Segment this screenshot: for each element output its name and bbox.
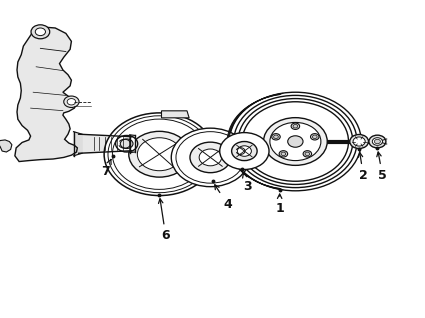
- Circle shape: [288, 136, 303, 147]
- Polygon shape: [0, 140, 12, 152]
- Circle shape: [270, 122, 321, 161]
- Circle shape: [237, 146, 251, 156]
- Text: 1: 1: [275, 194, 284, 215]
- Circle shape: [353, 137, 365, 146]
- Circle shape: [137, 138, 181, 171]
- Circle shape: [116, 135, 138, 152]
- Circle shape: [67, 99, 76, 105]
- Circle shape: [234, 95, 357, 188]
- Circle shape: [230, 92, 361, 191]
- Polygon shape: [162, 111, 189, 118]
- Circle shape: [220, 133, 269, 169]
- Circle shape: [274, 135, 278, 139]
- Polygon shape: [15, 27, 77, 162]
- Circle shape: [312, 135, 317, 139]
- Circle shape: [108, 116, 211, 193]
- Polygon shape: [74, 132, 82, 156]
- Circle shape: [35, 28, 45, 36]
- Polygon shape: [79, 134, 132, 153]
- Circle shape: [279, 151, 288, 157]
- Text: 5: 5: [377, 152, 387, 182]
- Circle shape: [305, 152, 310, 156]
- Circle shape: [171, 128, 249, 187]
- Text: 2: 2: [358, 153, 368, 182]
- Text: 3: 3: [243, 173, 252, 192]
- Circle shape: [190, 142, 231, 173]
- Circle shape: [291, 123, 300, 129]
- Circle shape: [176, 132, 245, 183]
- Circle shape: [264, 118, 327, 165]
- Polygon shape: [130, 135, 135, 153]
- Circle shape: [120, 139, 133, 149]
- Circle shape: [31, 25, 50, 39]
- Circle shape: [129, 131, 190, 177]
- Circle shape: [369, 135, 386, 148]
- Circle shape: [350, 135, 368, 149]
- Circle shape: [303, 151, 312, 157]
- Circle shape: [372, 138, 382, 145]
- Circle shape: [293, 124, 298, 128]
- Circle shape: [112, 119, 207, 190]
- Text: 7: 7: [101, 159, 111, 178]
- Circle shape: [199, 149, 221, 166]
- Circle shape: [238, 99, 353, 184]
- Text: 4: 4: [215, 185, 232, 211]
- Circle shape: [281, 152, 286, 156]
- Circle shape: [242, 102, 348, 181]
- Circle shape: [374, 139, 380, 144]
- Circle shape: [232, 142, 257, 161]
- Circle shape: [311, 134, 319, 140]
- Circle shape: [64, 96, 79, 107]
- Text: 6: 6: [159, 199, 170, 242]
- Circle shape: [272, 134, 280, 140]
- Circle shape: [104, 113, 215, 196]
